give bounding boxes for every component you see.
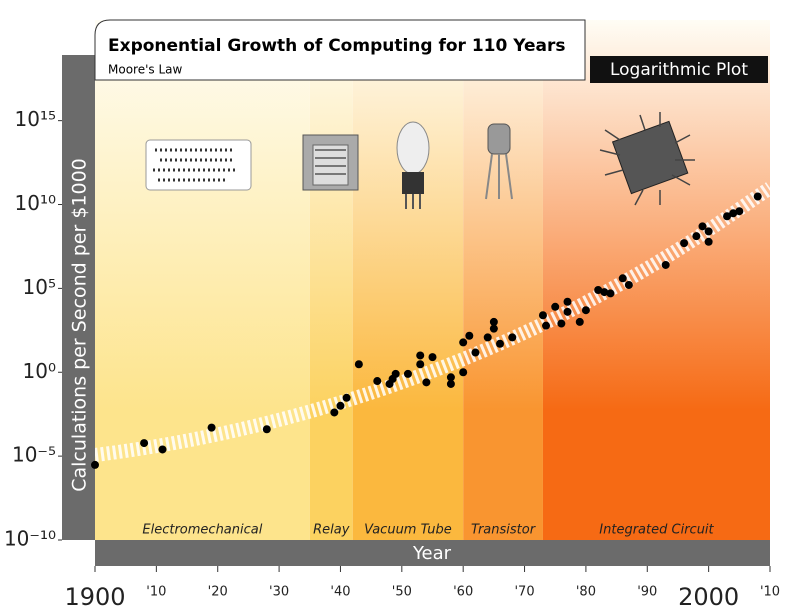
punch-card-icon [145, 139, 252, 191]
data-point [416, 360, 425, 369]
era-label: Transistor [471, 523, 537, 538]
y-tick-label: 10⁵ [23, 275, 56, 299]
data-point [446, 379, 455, 388]
x-axis-bar [95, 540, 770, 566]
data-point [207, 423, 216, 432]
data-point [542, 321, 551, 330]
x-tick-label: '30 [269, 585, 289, 600]
annotation-box [590, 56, 768, 83]
data-point [496, 339, 504, 348]
data-point [354, 360, 363, 369]
y-tick-label: 10⁻¹⁰ [4, 527, 56, 551]
data-point [459, 368, 468, 377]
y-axis-bar [62, 55, 95, 540]
data-point [581, 306, 590, 315]
x-tick-label: 1900 [64, 583, 125, 611]
data-point [680, 239, 689, 248]
era-band [463, 20, 543, 540]
x-tick-label: '70 [514, 585, 534, 600]
data-point [729, 209, 738, 218]
x-tick-label: '60 [453, 585, 473, 600]
y-tick-label: 10⁻⁵ [12, 443, 56, 467]
y-tick-label: 10¹⁵ [15, 107, 56, 131]
data-point [416, 351, 425, 360]
data-point [422, 378, 431, 387]
data-point [428, 353, 437, 362]
x-tick-label: '50 [392, 585, 412, 600]
x-tick-label: '10 [760, 585, 780, 600]
data-point [140, 439, 149, 448]
data-point [489, 324, 498, 333]
data-point [551, 302, 560, 311]
data-point [471, 348, 480, 357]
data-point [698, 222, 707, 231]
y-tick-label: 10¹⁰ [15, 191, 56, 215]
x-tick-label: '10 [146, 585, 166, 600]
era-band [542, 20, 770, 540]
vacuum-tube-icon [396, 121, 430, 209]
relay-icon [302, 134, 359, 191]
data-point [704, 237, 713, 246]
data-point [342, 393, 351, 402]
transistor-icon [485, 123, 513, 200]
data-point [91, 460, 99, 469]
data-point [563, 307, 572, 316]
data-point [600, 288, 609, 297]
era-label: Integrated Circuit [599, 523, 714, 538]
era-band [352, 20, 464, 540]
era-label: Electromechanical [142, 523, 262, 538]
data-point [557, 319, 566, 328]
data-point [336, 401, 345, 410]
data-point [594, 286, 603, 295]
data-point [446, 373, 455, 382]
y-tick-label: 10⁰ [23, 359, 56, 383]
y-axis-title: Calculations per Second per $1000 [69, 158, 91, 492]
data-point [606, 289, 615, 298]
annotation: Logarithmic Plot [610, 60, 748, 80]
data-point [723, 212, 732, 221]
data-point [330, 408, 339, 417]
era-band [309, 20, 353, 540]
data-point [158, 445, 167, 454]
data-point [563, 297, 572, 306]
data-point [753, 192, 762, 201]
title-box [94, 19, 586, 81]
data-point [618, 274, 627, 283]
era-band [95, 20, 310, 540]
chip-icon [599, 112, 695, 206]
data-point [483, 333, 492, 342]
era-label: Vacuum Tube [364, 523, 452, 538]
x-tick-label: 2000 [678, 583, 739, 611]
data-point [489, 317, 498, 326]
x-tick-label: '80 [576, 585, 596, 600]
data-point [403, 369, 412, 378]
x-tick-label: '20 [208, 585, 228, 600]
data-point [459, 338, 468, 347]
data-point [465, 331, 474, 340]
data-point [262, 425, 271, 434]
era-label: Relay [313, 523, 350, 538]
data-point [704, 227, 713, 236]
x-axis-title: Year [412, 543, 452, 564]
x-tick-label: '90 [637, 585, 657, 600]
data-point [661, 260, 670, 269]
x-tick-label: '40 [330, 585, 350, 600]
chart-title: Exponential Growth of Computing for 110 … [108, 36, 566, 56]
data-point [692, 232, 701, 241]
data-point [538, 311, 547, 320]
data-point [508, 333, 517, 342]
data-point [373, 377, 382, 386]
data-point [735, 207, 744, 216]
data-point [391, 369, 400, 378]
chart-subtitle: Moore's Law [108, 63, 182, 77]
data-point [575, 317, 584, 326]
era-bands [95, 20, 770, 540]
data-point [624, 280, 633, 289]
